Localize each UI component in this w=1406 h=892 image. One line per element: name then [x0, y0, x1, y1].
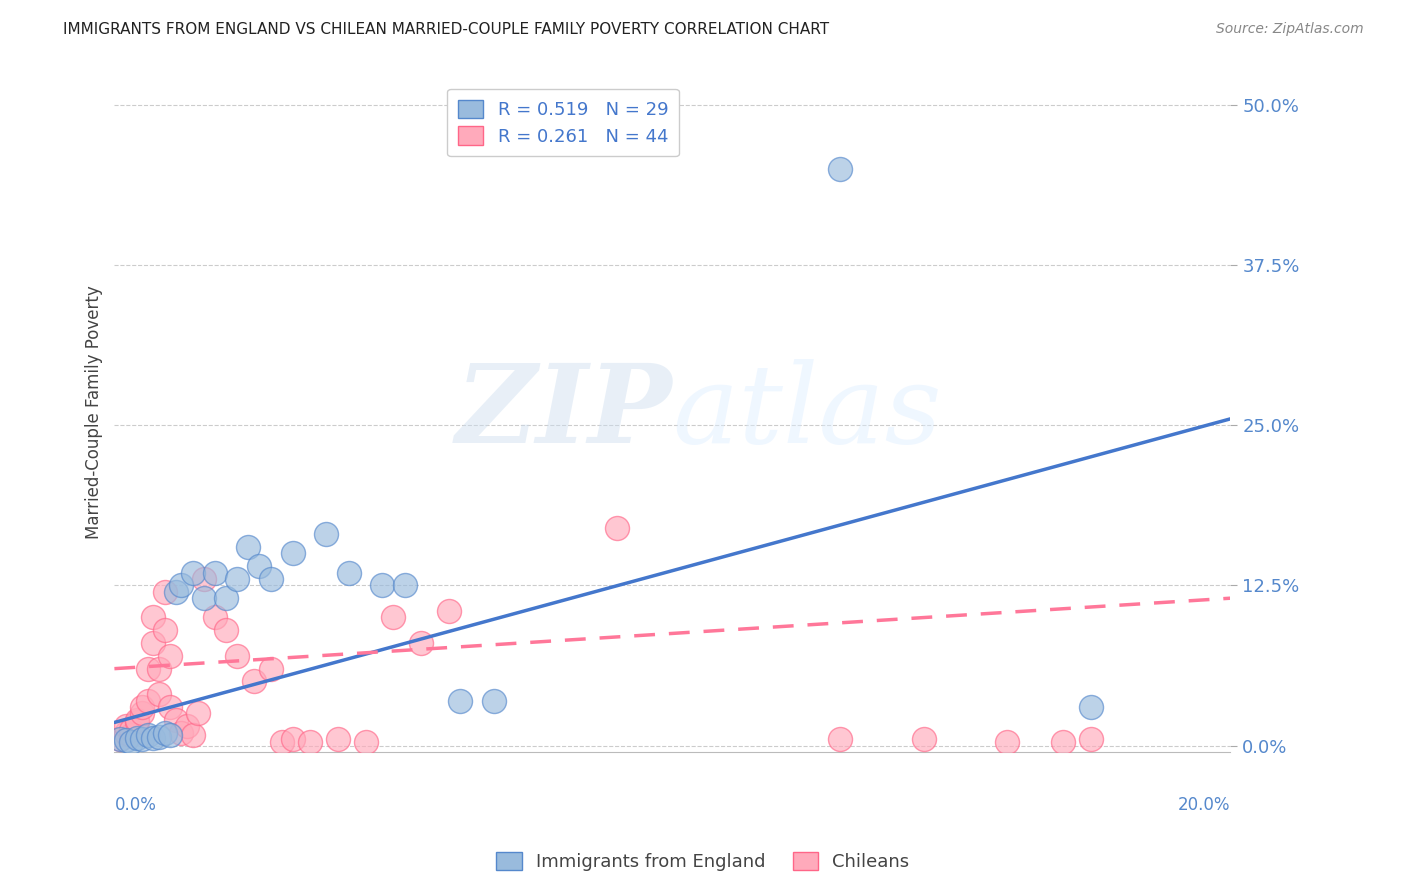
Point [142, 610, 165, 624]
Point [148, 662, 170, 676]
Point [238, 540, 260, 554]
Point [181, 728, 204, 742]
Text: Source: ZipAtlas.com: Source: ZipAtlas.com [1216, 22, 1364, 37]
Point [354, 734, 377, 748]
Point [153, 584, 176, 599]
Point [136, 694, 159, 708]
Point [226, 648, 249, 663]
Point [153, 725, 176, 739]
Point [159, 700, 181, 714]
Point [204, 566, 226, 580]
Point [394, 578, 416, 592]
Point [249, 559, 271, 574]
Point [828, 732, 851, 747]
Point [142, 636, 165, 650]
Point [995, 734, 1018, 748]
Point [187, 706, 209, 721]
Point [912, 732, 935, 747]
Point [371, 578, 394, 592]
Point [165, 713, 187, 727]
Point [828, 162, 851, 177]
Point [193, 591, 215, 606]
Point [170, 725, 193, 739]
Point [131, 732, 153, 747]
Point [136, 728, 159, 742]
Point [226, 572, 249, 586]
Text: 20.0%: 20.0% [1178, 796, 1230, 814]
Point [176, 719, 198, 733]
Point [114, 725, 136, 739]
Point [181, 566, 204, 580]
Point [326, 732, 349, 747]
Point [125, 715, 148, 730]
Point [108, 732, 131, 747]
Point [215, 624, 238, 638]
Point [204, 610, 226, 624]
Point [148, 687, 170, 701]
Legend: R = 0.519   N = 29, R = 0.261   N = 44: R = 0.519 N = 29, R = 0.261 N = 44 [447, 89, 679, 156]
Text: 0.0%: 0.0% [114, 796, 156, 814]
Point [142, 731, 165, 745]
Y-axis label: Married-Couple Family Poverty: Married-Couple Family Poverty [86, 285, 103, 540]
Point [159, 728, 181, 742]
Point [136, 662, 159, 676]
Point [148, 730, 170, 744]
Point [120, 723, 142, 738]
Point [159, 648, 181, 663]
Point [281, 732, 304, 747]
Point [114, 733, 136, 747]
Point [382, 610, 405, 624]
Point [315, 527, 337, 541]
Point [125, 731, 148, 745]
Point [215, 591, 238, 606]
Point [337, 566, 360, 580]
Point [125, 713, 148, 727]
Point [108, 732, 131, 747]
Point [281, 546, 304, 560]
Point [165, 584, 187, 599]
Point [243, 674, 266, 689]
Point [193, 572, 215, 586]
Text: IMMIGRANTS FROM ENGLAND VS CHILEAN MARRIED-COUPLE FAMILY POVERTY CORRELATION CHA: IMMIGRANTS FROM ENGLAND VS CHILEAN MARRI… [63, 22, 830, 37]
Point [259, 572, 281, 586]
Text: ZIP: ZIP [456, 359, 672, 467]
Point [1080, 700, 1102, 714]
Point [114, 719, 136, 733]
Point [120, 734, 142, 748]
Point [270, 734, 292, 748]
Point [1052, 734, 1074, 748]
Point [131, 706, 153, 721]
Point [259, 662, 281, 676]
Point [153, 624, 176, 638]
Point [437, 604, 460, 618]
Point [606, 521, 628, 535]
Point [482, 694, 505, 708]
Point [411, 636, 433, 650]
Legend: Immigrants from England, Chileans: Immigrants from England, Chileans [489, 845, 917, 879]
Point [120, 728, 142, 742]
Point [449, 694, 471, 708]
Text: atlas: atlas [672, 359, 942, 467]
Point [170, 578, 193, 592]
Point [1080, 732, 1102, 747]
Point [298, 734, 321, 748]
Point [131, 700, 153, 714]
